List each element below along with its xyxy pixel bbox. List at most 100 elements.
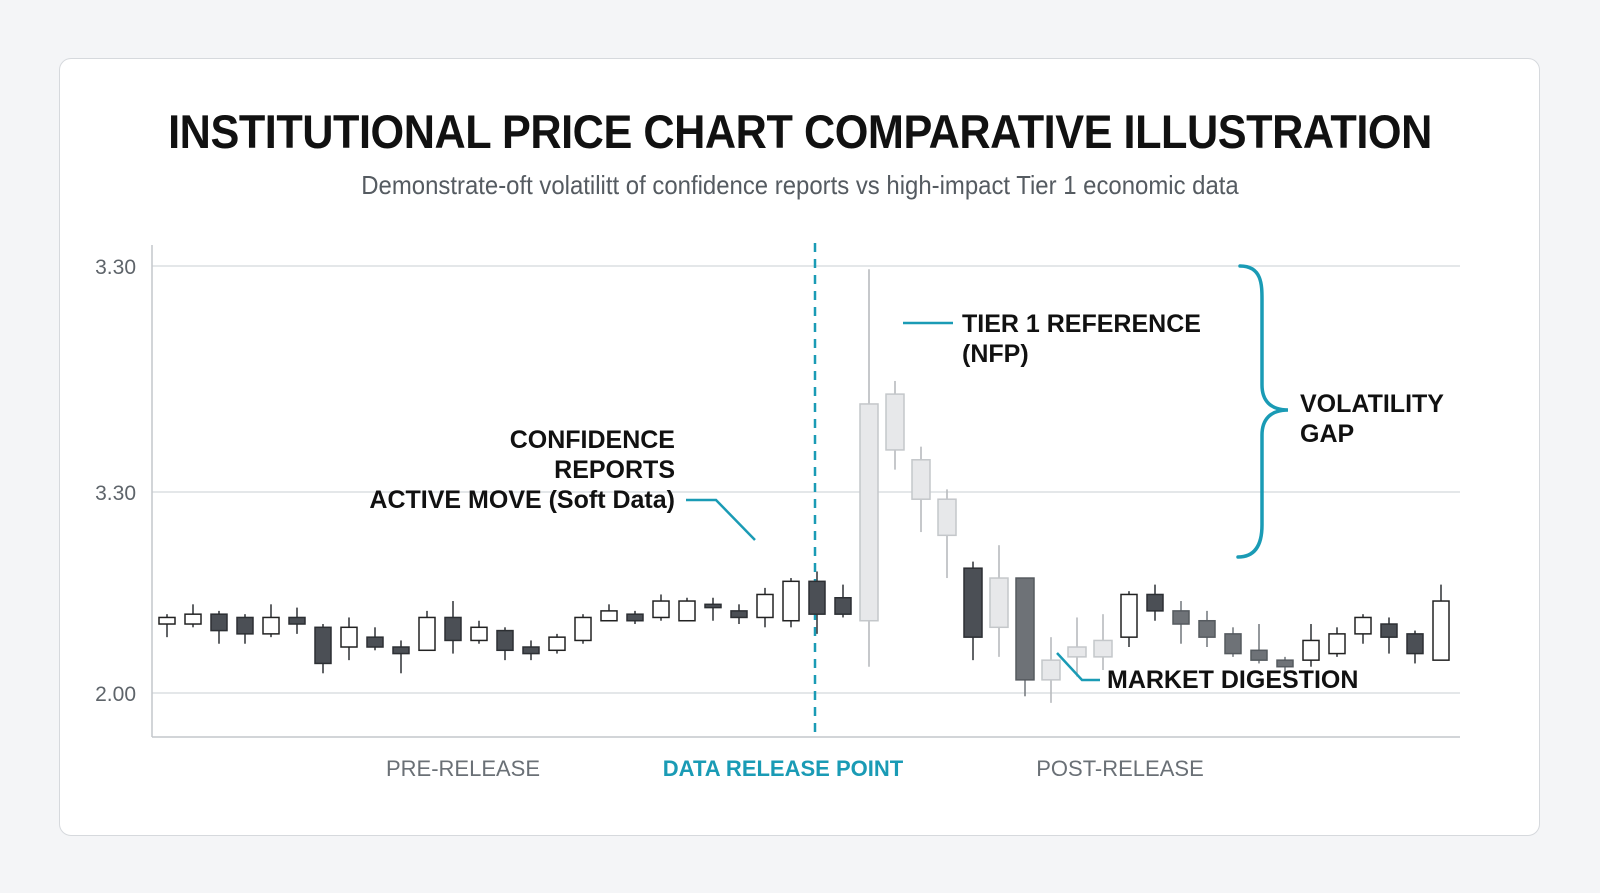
y-tick-label: 3.30 [95,256,136,279]
candle [989,545,1009,657]
candle-body [1146,593,1164,612]
candle-body [1406,633,1424,655]
candle [937,489,957,579]
candle [418,610,436,652]
candle [1015,577,1035,697]
candle [574,614,592,644]
annotation-digestion-leader [1056,652,1100,682]
candle [1354,614,1372,644]
candle [1146,584,1164,621]
annotation-tier1-text: (NFP) [962,340,1029,368]
candle [1120,591,1138,648]
candle-body [158,616,176,625]
candle [262,604,280,638]
candle-body [834,596,852,615]
candle-body [600,610,618,622]
annotation-confidence-text: CONFIDENCE [510,426,675,454]
candle [1432,584,1450,661]
candle [834,584,852,618]
candle-body [236,616,254,635]
candle [366,627,384,651]
candle-body [808,580,826,615]
candle-body [522,646,540,655]
candle-body [989,577,1009,629]
candle-body [366,636,384,648]
candle [730,604,748,625]
candle-body [782,580,800,622]
candle-body [678,600,696,622]
candle [236,614,254,644]
candle-body [1432,600,1450,661]
candle [652,594,670,621]
candle [158,614,176,638]
candle-body [1093,639,1113,658]
candle-body [704,603,722,609]
candle-body [1067,646,1087,658]
candle-body [184,613,202,625]
candle-body [340,626,358,648]
candle [1380,617,1398,654]
candle-body [1120,593,1138,638]
annotation-tier1-text: TIER 1 REFERENCE [962,310,1201,338]
x-section-label: DATA RELEASE POINT [663,756,904,781]
candle-body [1198,619,1216,638]
candle-body [548,636,566,652]
candle [392,640,410,674]
y-tick-label: 3.30 [95,482,136,505]
candle-body [574,616,592,642]
annotation-volatility-text: VOLATILITY [1300,390,1444,418]
candle-body [496,629,514,652]
candle [1172,601,1190,644]
candle [444,601,462,654]
candle-body [1015,577,1035,681]
candle [1067,617,1087,677]
y-tick-labels: 3.30 3.30 2.00 [95,256,136,706]
candle [1406,630,1424,664]
candle [808,571,826,634]
candle [548,633,566,654]
candle-body [392,646,410,655]
x-section-labels: PRE-RELEASE DATA RELEASE POINT POST-RELEAS… [386,756,1204,781]
candle [1041,637,1061,703]
candle-body [1380,623,1398,638]
candle [885,380,905,470]
candle-body [262,616,280,635]
candle-body [652,600,670,619]
chart-title: INSTITUTIONAL PRICE CHART COMPARATIVE IL… [168,105,1432,158]
candle [288,607,306,634]
annotation-volatility-text: GAP [1300,420,1354,448]
candle-body [444,616,462,642]
annotation-confidence-text: ACTIVE MOVE (Soft Data) [369,486,675,514]
y-tick-label: 2.00 [95,683,136,706]
candle [470,620,488,644]
candle [1093,614,1113,671]
annotation-confidence-leader [686,498,756,541]
candle-body [1250,649,1268,661]
candle-body [885,393,905,451]
candle-body [1354,616,1372,635]
x-section-label: PRE-RELEASE [386,756,540,781]
candle-body [963,567,983,638]
candle [704,597,722,621]
candle-body [1224,633,1242,655]
candle-body [911,459,931,500]
candle [756,587,774,628]
annotation-confidence-text: REPORTS [554,456,675,484]
candle [911,446,931,533]
candle-body [1041,659,1061,681]
chart-subtitle: Demonstrate-oft volatilitt of confidence… [361,170,1239,200]
candle [1276,656,1294,677]
candle [1198,610,1216,648]
chart-card [59,58,1540,836]
candle-body [288,616,306,625]
candle [963,561,983,661]
annotation-digestion-text: MARKET DIGESTION [1107,666,1358,694]
candle [496,627,514,661]
candle [1224,627,1242,657]
candle-body [418,616,436,652]
candle [782,578,800,628]
candle [859,269,879,667]
candle [1328,627,1346,657]
candle [210,610,228,644]
